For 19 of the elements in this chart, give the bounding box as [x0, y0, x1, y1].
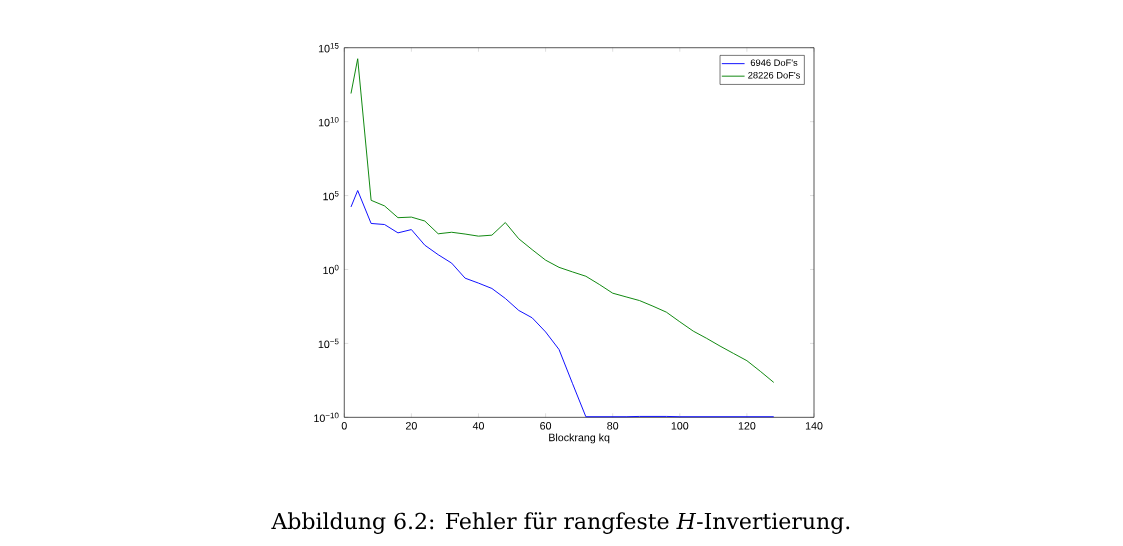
y-tick-label: 10$^{0}$	[323, 264, 339, 275]
x-tick-label: 140	[805, 422, 823, 430]
legend-label: 6946 DoF's	[750, 59, 798, 66]
y-tick-label: 10$^{−5}$	[318, 338, 339, 349]
x-tick-label: 120	[738, 422, 756, 430]
x-tick-label: 100	[671, 422, 689, 430]
x-tick-label: 20	[405, 422, 417, 430]
x-tick-label: 60	[540, 422, 552, 430]
x-axis-title: Blockrang kq	[549, 433, 610, 444]
x-tick-label: 0	[341, 422, 347, 430]
y-tick-label: 10$^{−10}$	[314, 412, 339, 423]
x-tick-label: 80	[607, 422, 619, 430]
line-series	[350, 58, 775, 383]
text: Abbildung 6.2: Fehler für rangfeste H-Invertierung.	[271, 512, 850, 534]
legend-label: 28226 DoF's	[748, 71, 800, 79]
y-tick-label: 10$^{10}$	[318, 116, 339, 127]
y-tick-label: 10$^{15}$	[318, 43, 339, 53]
x-tick-label: 40	[472, 422, 484, 430]
y-tick-label: 10$^{5}$	[323, 190, 339, 201]
